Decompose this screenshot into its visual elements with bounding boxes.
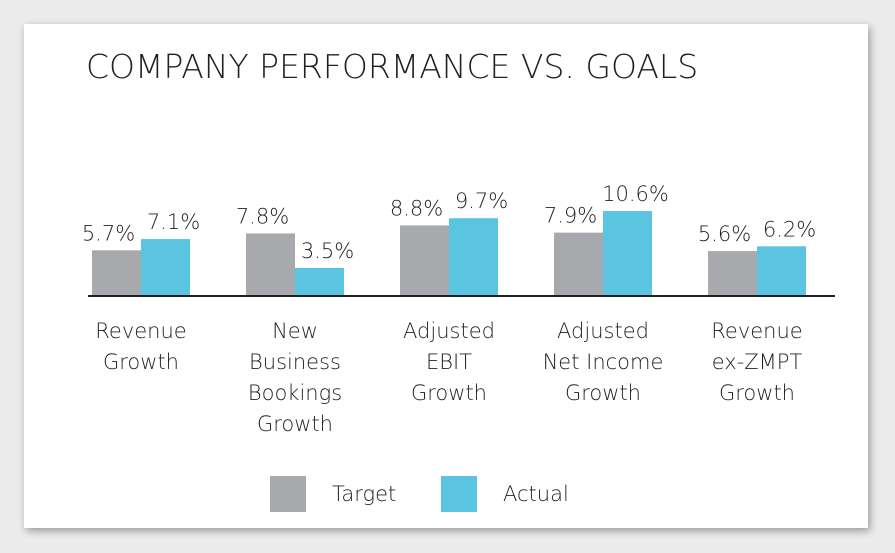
bar: [757, 246, 806, 296]
legend-swatch: [441, 476, 477, 512]
bar: [449, 218, 498, 296]
chart-title: COMPANY PERFORMANCE VS. GOALS: [86, 47, 698, 86]
bar: [141, 239, 190, 296]
x-tick-label: Adjusted Net Income Growth: [543, 319, 664, 405]
bar: [92, 250, 141, 296]
x-tick-label: Adjusted EBIT Growth: [403, 319, 495, 405]
value-label: 6.2%: [763, 217, 816, 241]
value-label: 3.5%: [301, 239, 354, 263]
value-label: 7.9%: [544, 204, 597, 228]
value-label: 5.7%: [82, 221, 135, 245]
legend-label: Actual: [503, 482, 569, 506]
legend-label: Target: [332, 482, 396, 506]
value-label: 9.7%: [455, 189, 508, 213]
legend-swatch: [270, 476, 306, 512]
x-tick-label: New Business Bookings Growth: [248, 319, 342, 436]
bar: [603, 210, 652, 296]
bar: [295, 267, 344, 296]
value-label: 5.6%: [698, 222, 751, 246]
bar: [246, 233, 295, 296]
value-label: 7.1%: [147, 210, 200, 234]
bar: [708, 251, 757, 296]
value-label: 10.6%: [602, 182, 669, 206]
bar: [554, 232, 603, 296]
value-label: 7.8%: [236, 204, 289, 228]
x-tick-label: Revenue Growth: [95, 319, 186, 374]
bar: [400, 225, 449, 296]
value-label: 8.8%: [390, 196, 443, 220]
x-tick-label: Revenue ex-ZMPT Growth: [711, 319, 802, 405]
